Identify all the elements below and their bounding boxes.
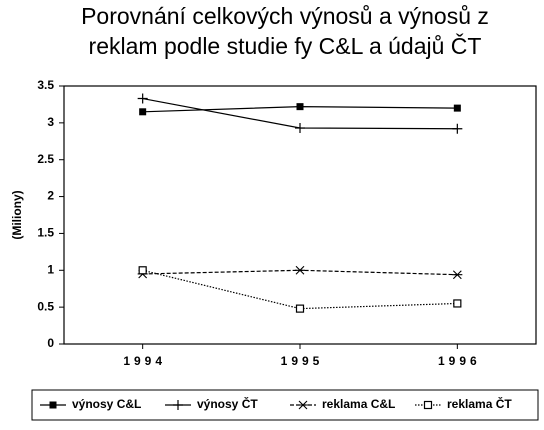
chart-title: reklam podle studie fy C&L a údajů ČT [89,32,482,59]
marker [452,270,463,280]
x-tick-label: 1996 [438,354,481,368]
marker-asterisk [298,400,308,410]
legend-label: reklama ČT [447,396,512,411]
x-tick-label: 1994 [123,354,166,368]
marker [295,123,305,134]
y-tick-label: 2 [47,189,54,203]
marker [298,400,308,410]
y-tick-label: 3.5 [37,78,54,92]
marker [173,400,183,410]
marker-asterisk [295,265,305,275]
marker [423,400,433,410]
marker-square [453,104,461,112]
legend-label: výnosy C&L [72,397,141,411]
marker [453,104,461,112]
marker-square [423,400,433,410]
y-tick-label: 1.5 [37,226,54,240]
marker [296,103,304,111]
y-tick-label: 0.5 [37,299,54,313]
legend-label: výnosy ČT [197,396,258,411]
marker [137,93,148,104]
chart-title: Porovnání celkových výnosů a výnosů z [81,3,489,29]
marker [453,299,462,308]
marker-plus [173,400,183,410]
series-line [142,269,458,310]
marker-square [138,266,147,275]
marker [49,401,57,409]
marker-square [295,304,305,313]
x-tick-label: 1995 [281,354,324,368]
marker [295,304,305,313]
y-tick-label: 3 [47,115,54,129]
marker [452,123,463,134]
marker [295,265,305,275]
legend-label: reklama C&L [322,397,395,411]
marker-square [453,299,462,308]
y-tick-label: 0 [47,336,54,350]
marker [138,266,147,275]
marker-asterisk [452,270,463,280]
marker [139,108,147,116]
marker-square [139,108,147,116]
marker-plus [295,123,305,134]
y-tick-label: 1 [47,262,54,276]
y-axis-label: (Miliony) [10,190,24,239]
marker-square [296,103,304,111]
y-tick-label: 2.5 [37,152,54,166]
legend-box [31,389,539,421]
marker-plus [452,123,463,134]
marker-square [49,401,57,409]
marker-plus [137,93,148,104]
